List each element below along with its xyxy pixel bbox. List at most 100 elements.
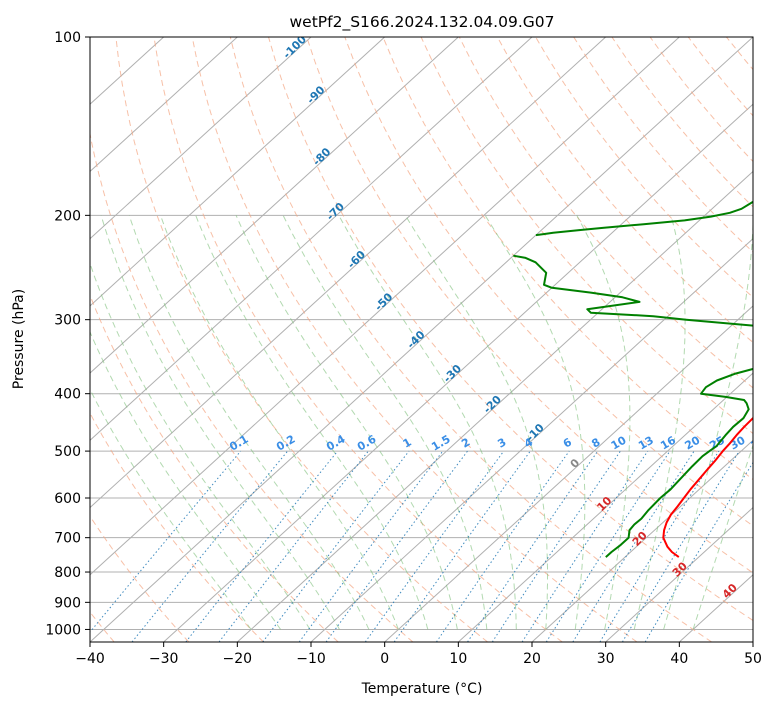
mixing-ratio-line (545, 450, 671, 642)
isotherm-line (236, 170, 753, 642)
mixing-ratio-line (218, 450, 369, 642)
moist-adiabat-line (235, 215, 458, 630)
y-tick-label: 200 (54, 208, 81, 224)
isotherm-line (90, 37, 312, 240)
y-tick-label: 800 (54, 565, 81, 581)
dry-adiabat-line (420, 37, 753, 435)
dry-adiabat-line (496, 37, 753, 344)
chart-title: wetPf2_S166.2024.132.04.09.G07 (290, 13, 555, 32)
dry-adiabat-line (687, 37, 753, 117)
plot-area: 0.1 0.2 0.4 0.6 1 1.5 2 3 4 6 8 10 13 16 20 25 30 36-100-… (90, 37, 753, 642)
dry-adiabat-line (115, 37, 488, 642)
mixing-ratio-line (435, 450, 570, 642)
moist-adiabat-line (90, 262, 311, 630)
moist-adiabat-line (160, 215, 399, 630)
x-tick-label: −20 (223, 651, 253, 667)
isotherm-line (752, 641, 753, 642)
mixing-ratio-line (185, 450, 338, 642)
y-tick-label: 100 (54, 30, 81, 46)
moist-adiabat-line (90, 388, 252, 630)
isobar-gridlines (90, 37, 753, 630)
mixing-ratio-line (262, 450, 410, 642)
mixing-ratio-label: 0.2 (274, 433, 297, 454)
mixing-ratio-label: 10 (609, 433, 629, 452)
mixing-ratio-label: 20 (683, 433, 703, 452)
x-axis-ticks: −40 −30 −20 −10 0 10 20 30 40 50 (75, 642, 762, 667)
dry-adiabat-label: -80 (310, 145, 333, 168)
dry-adiabat-label: -70 (324, 200, 347, 223)
isotherm-line (90, 37, 680, 576)
isotherm-line (163, 103, 753, 642)
mixing-ratio-lines (90, 450, 753, 642)
mixing-ratio-label: 0.4 (324, 432, 348, 453)
moist-adiabat-line (128, 215, 370, 630)
mixing-ratio-line (572, 450, 695, 642)
dry-adiabat-line (90, 515, 190, 642)
isotherm-line (90, 37, 459, 374)
dry-adiabat-line (268, 37, 753, 622)
dry-adiabat-line (573, 37, 753, 253)
y-tick-label: 600 (54, 491, 81, 507)
moist-adiabat-line (404, 215, 548, 630)
x-axis-label: Temperature (°C) (361, 681, 483, 697)
dry-adiabat-line (229, 37, 712, 642)
moist-adiabat-line (90, 330, 281, 630)
y-axis-ticks: 1000 900 800 700 600 500 400 300 200 100 (45, 30, 90, 638)
dry-adiabat-label: -50 (372, 290, 395, 313)
plot-frame (89, 36, 754, 643)
dry-adiabat-line (306, 37, 753, 574)
mixing-ratio-label: 16 (658, 433, 678, 452)
y-tick-label: 400 (54, 387, 81, 403)
moist-adiabat-line (633, 215, 686, 630)
isotherm-line (531, 439, 753, 642)
dry-adiabat-line (90, 131, 414, 642)
x-tick-label: −10 (296, 651, 326, 667)
dewpoint-profile (535, 200, 753, 237)
moist-adiabat-line (663, 215, 753, 630)
y-tick-label: 300 (54, 313, 81, 329)
dry-adiabat-line (726, 37, 753, 71)
y-tick-label: 700 (54, 531, 81, 547)
dry-adiabat-label: -90 (304, 83, 327, 106)
mixing-ratio-line (467, 450, 599, 642)
reference-line-labels: 0.1 0.2 0.4 0.6 1 1.5 2 3 4 6 8 10 13 16 20 25 30 36-100-… (227, 37, 753, 601)
dry-adiabat-line (382, 37, 753, 481)
isotherm-line (605, 506, 753, 642)
isotherm-line (90, 37, 607, 509)
sounding-profiles (513, 200, 753, 558)
isotherm-gridlines (90, 37, 753, 642)
dry-adiabat-label: -40 (404, 328, 427, 351)
mixing-ratio-line (325, 450, 468, 642)
dry-adiabat-label: 30 (670, 559, 690, 579)
mixing-ratio-line (491, 450, 621, 642)
dewpoint-profile (513, 254, 753, 558)
mixing-ratio-label: 1.5 (429, 433, 452, 454)
mixing-ratio-line (364, 450, 505, 642)
dry-adiabat-line (535, 37, 753, 298)
moist-adiabat-lines (90, 215, 753, 630)
dry-adiabat-label: -20 (481, 393, 504, 416)
mixing-ratio-line (521, 450, 649, 642)
x-tick-label: −30 (149, 651, 179, 667)
mixing-ratio-label: 6 (561, 435, 574, 450)
isotherm-line (457, 372, 753, 642)
dry-adiabat-line (90, 412, 264, 642)
isotherm-line (90, 37, 533, 442)
x-tick-label: 30 (597, 651, 615, 667)
moist-adiabat-line (282, 215, 488, 630)
moist-adiabat-line (692, 443, 753, 630)
moist-adiabat-line (100, 215, 340, 630)
y-axis-label: Pressure (hPa) (11, 289, 27, 389)
dry-adiabat-line (344, 37, 753, 527)
y-tick-label: 1000 (45, 622, 81, 638)
temperature-profile (662, 416, 753, 558)
mixing-ratio-line (131, 450, 288, 642)
mixing-ratio-label: 1 (401, 436, 414, 451)
isotherm-line (310, 237, 753, 642)
y-tick-label: 500 (54, 444, 81, 460)
mixing-ratio-line (393, 450, 531, 642)
x-tick-label: 0 (380, 651, 389, 667)
mixing-ratio-label: 3 (495, 436, 508, 451)
x-tick-label: 50 (744, 651, 762, 667)
x-tick-label: 10 (449, 651, 467, 667)
